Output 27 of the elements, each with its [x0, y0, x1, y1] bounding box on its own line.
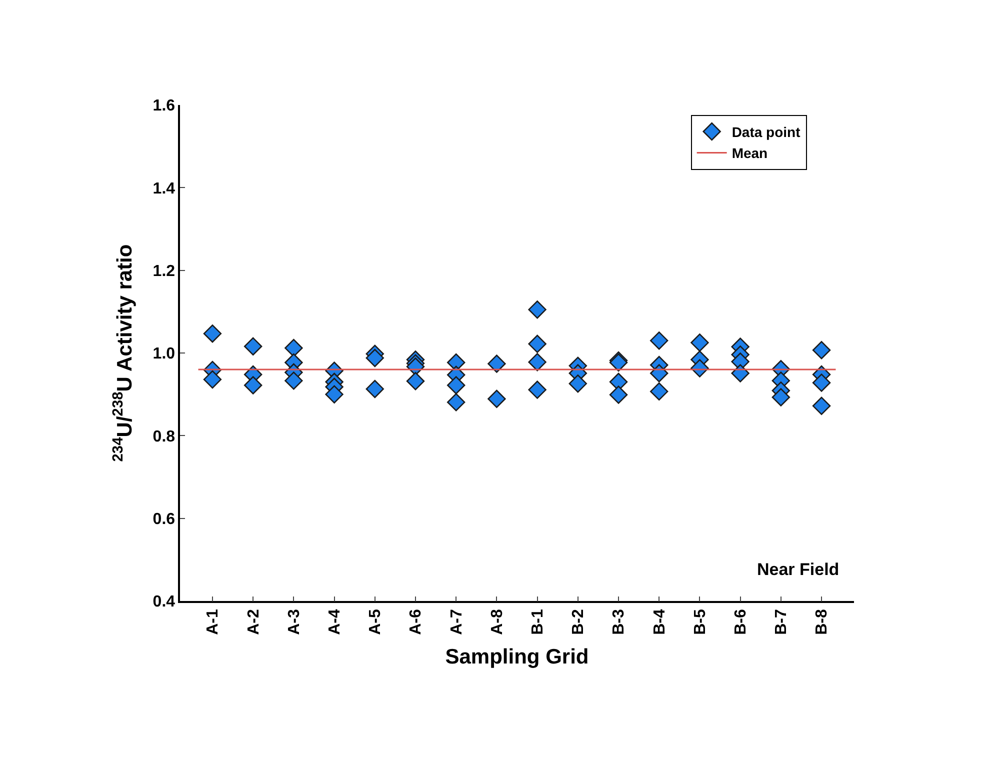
y-tick-label: 1.4	[152, 180, 176, 198]
x-tick-label: A-8	[488, 609, 506, 635]
x-tick-label: A-1	[204, 609, 222, 635]
legend-label: Mean	[732, 145, 768, 162]
y-tick-label: 1.6	[152, 98, 176, 115]
x-axis-title: Sampling Grid	[445, 646, 589, 669]
x-tick-label: A-2	[245, 609, 262, 635]
x-tick-label: B-1	[530, 609, 546, 635]
x-tick-label: B-4	[651, 609, 668, 635]
x-tick-label: B-7	[773, 609, 790, 635]
x-tick-label: B-2	[570, 609, 588, 635]
y-tick-label: 1.0	[152, 346, 176, 363]
x-tick-label: B-3	[610, 609, 628, 635]
y-tick-label: 0.8	[152, 428, 176, 446]
legend-label: Data point	[732, 124, 801, 140]
x-tick-label: B-8	[814, 609, 831, 635]
x-tick-label: A-7	[448, 609, 466, 635]
x-tick-label: B-6	[732, 609, 750, 635]
x-tick-label: A-3	[286, 609, 303, 635]
y-tick-label: 0.6	[152, 510, 176, 528]
x-tick-label: A-5	[367, 609, 384, 635]
y-tick-label: 0.4	[152, 594, 176, 611]
x-tick-label: B-5	[692, 609, 709, 635]
annotation: Near Field	[757, 560, 840, 579]
x-tick-label: A-6	[408, 609, 425, 635]
x-tick-label: A-4	[326, 609, 344, 635]
y-tick-label: 1.2	[152, 262, 176, 280]
